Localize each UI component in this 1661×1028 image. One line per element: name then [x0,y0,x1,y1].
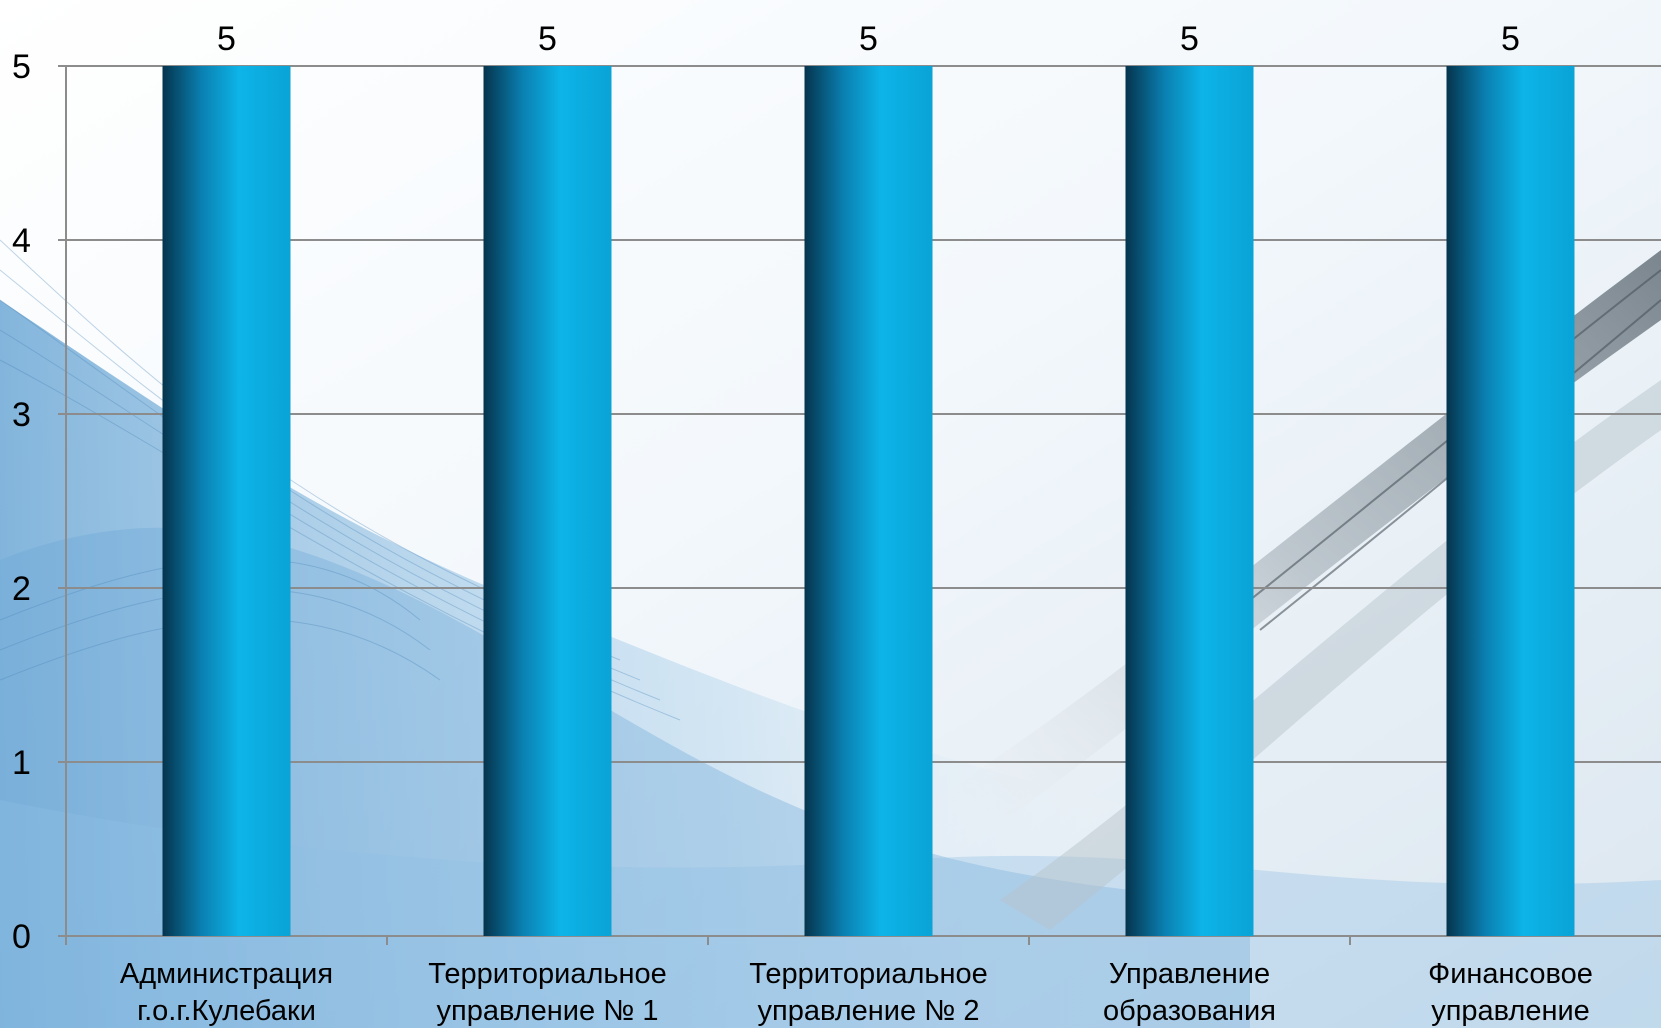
x-category-label: Территориальное [428,958,667,990]
y-tick-label: 2 [12,570,31,608]
data-label: 5 [859,20,878,58]
y-tick-label: 5 [12,48,31,86]
data-label: 5 [1180,20,1199,58]
x-category-label: образования [1103,995,1276,1027]
data-label: 5 [217,20,236,58]
bar [804,66,933,936]
data-label: 5 [1501,20,1520,58]
bar [1125,66,1254,936]
x-category-label: Территориальное [749,958,988,990]
bar [1446,66,1575,936]
bar [483,66,612,936]
bar [162,66,291,936]
x-category-label: г.о.г.Кулебаки [137,995,316,1027]
x-category-label: управление № 1 [437,995,659,1027]
y-axis-ticks: 0 1 2 3 4 5 [12,48,66,956]
y-tick-label: 1 [12,744,31,782]
y-tick-label: 4 [12,222,31,260]
x-category-label: управление № 2 [758,995,980,1027]
x-category-label: Финансовое [1428,958,1593,990]
x-axis-labels: Администрация г.о.г.Кулебаки Территориальн… [120,958,1593,1027]
bars [162,66,1575,936]
x-category-label: Управление [1109,958,1270,990]
x-category-label: Администрация [120,958,333,990]
y-tick-label: 0 [12,918,31,956]
data-label: 5 [538,20,557,58]
x-category-label: управление [1431,995,1590,1027]
data-labels: 5 5 5 5 5 [217,20,1520,58]
y-tick-label: 3 [12,396,31,434]
